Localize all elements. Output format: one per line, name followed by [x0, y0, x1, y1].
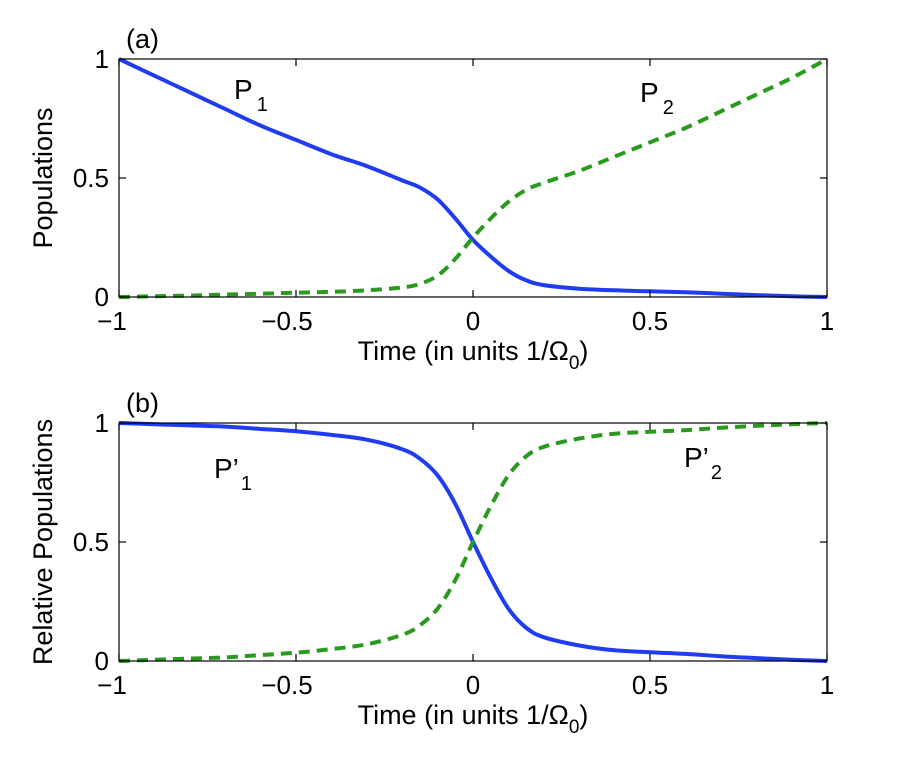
panel-a-series-p1-line: [118, 57, 828, 299]
panel-a-xtick-label: 0: [466, 306, 480, 336]
panel-b: (b) Relative Populations −1 −0.5 0 0.5 1…: [28, 388, 834, 738]
panel-b-ytick-label: 1: [95, 408, 109, 438]
panel-a-ytick-label: 1: [95, 44, 109, 74]
panel-a-xlabel-close: ): [579, 336, 588, 366]
panel-a: (a) Populations −1 −0.5 0 0.5 1 Time (in…: [28, 24, 834, 374]
panel-a-series-label-p2-sub: 2: [663, 97, 674, 119]
panel-b-xlabel: Time (in units 1/Ω0): [358, 700, 589, 738]
panel-a-yaxis: 0 0.5 1: [73, 44, 827, 312]
panel-a-xtick-label: 0.5: [632, 306, 668, 336]
panel-b-xtick-label: 0.5: [632, 670, 668, 700]
panel-a-ytick-label: 0: [95, 282, 109, 312]
panel-a-frame: [118, 58, 828, 298]
panel-a-xlabel-sub: 0: [569, 353, 580, 374]
panel-a-xlabel-main: Time (in units 1/Ω: [358, 336, 569, 366]
panel-a-ylabel: Populations: [28, 107, 58, 248]
panel-b-xlabel-main: Time (in units 1/Ω: [358, 700, 569, 730]
panel-a-series-p2-line: [118, 57, 828, 299]
panel-a-series-label-p2-main: P: [640, 77, 659, 108]
panel-b-xlabel-sub: 0: [569, 717, 580, 738]
panel-b-ytick-label: 0: [95, 646, 109, 676]
panel-a-xaxis: −1 −0.5 0 0.5 1 Time (in units 1/Ω0): [97, 59, 834, 374]
panel-b-series-label-p2-main: P’: [684, 442, 709, 473]
panel-b-xlabel-close: ): [579, 700, 588, 730]
panel-b-label: (b): [126, 388, 159, 418]
panel-a-series-layer: [118, 57, 828, 299]
panel-b-xtick-label: 1: [820, 670, 834, 700]
panel-b-xtick-label: 0: [466, 670, 480, 700]
panel-b-series-label-p1-sub: 1: [241, 473, 252, 495]
panel-b-xtick-label: −0.5: [261, 670, 312, 700]
panel-b-ytick-label: 0.5: [73, 527, 109, 557]
panel-a-series-label-p1-sub: 1: [257, 94, 268, 116]
panel-a-ytick-label: 0.5: [73, 163, 109, 193]
panel-b-series-label-p2: P’ 2: [684, 442, 722, 484]
panel-a-xtick-label: −1: [97, 306, 127, 336]
panel-a-xtick-label: −0.5: [261, 306, 312, 336]
panel-b-yaxis: 0 0.5 1: [73, 408, 827, 676]
panel-a-label: (a): [126, 24, 159, 54]
panel-b-series-label-p1-main: P’: [214, 453, 239, 484]
panel-b-series-label-p2-sub: 2: [711, 462, 722, 484]
panel-b-series-p2-line: [118, 421, 828, 663]
panel-b-ylabel: Relative Populations: [28, 419, 58, 665]
panel-b-series-label-p1: P’ 1: [214, 453, 252, 495]
panel-a-xlabel: Time (in units 1/Ω0): [358, 336, 589, 374]
panel-b-xtick-label: −1: [97, 670, 127, 700]
panel-a-xtick-label: 1: [820, 306, 834, 336]
panel-b-xaxis: −1 −0.5 0 0.5 1 Time (in units 1/Ω0): [97, 423, 834, 738]
panel-b-series-layer: [118, 421, 828, 663]
panel-a-series-label-p1-main: P: [234, 74, 253, 105]
